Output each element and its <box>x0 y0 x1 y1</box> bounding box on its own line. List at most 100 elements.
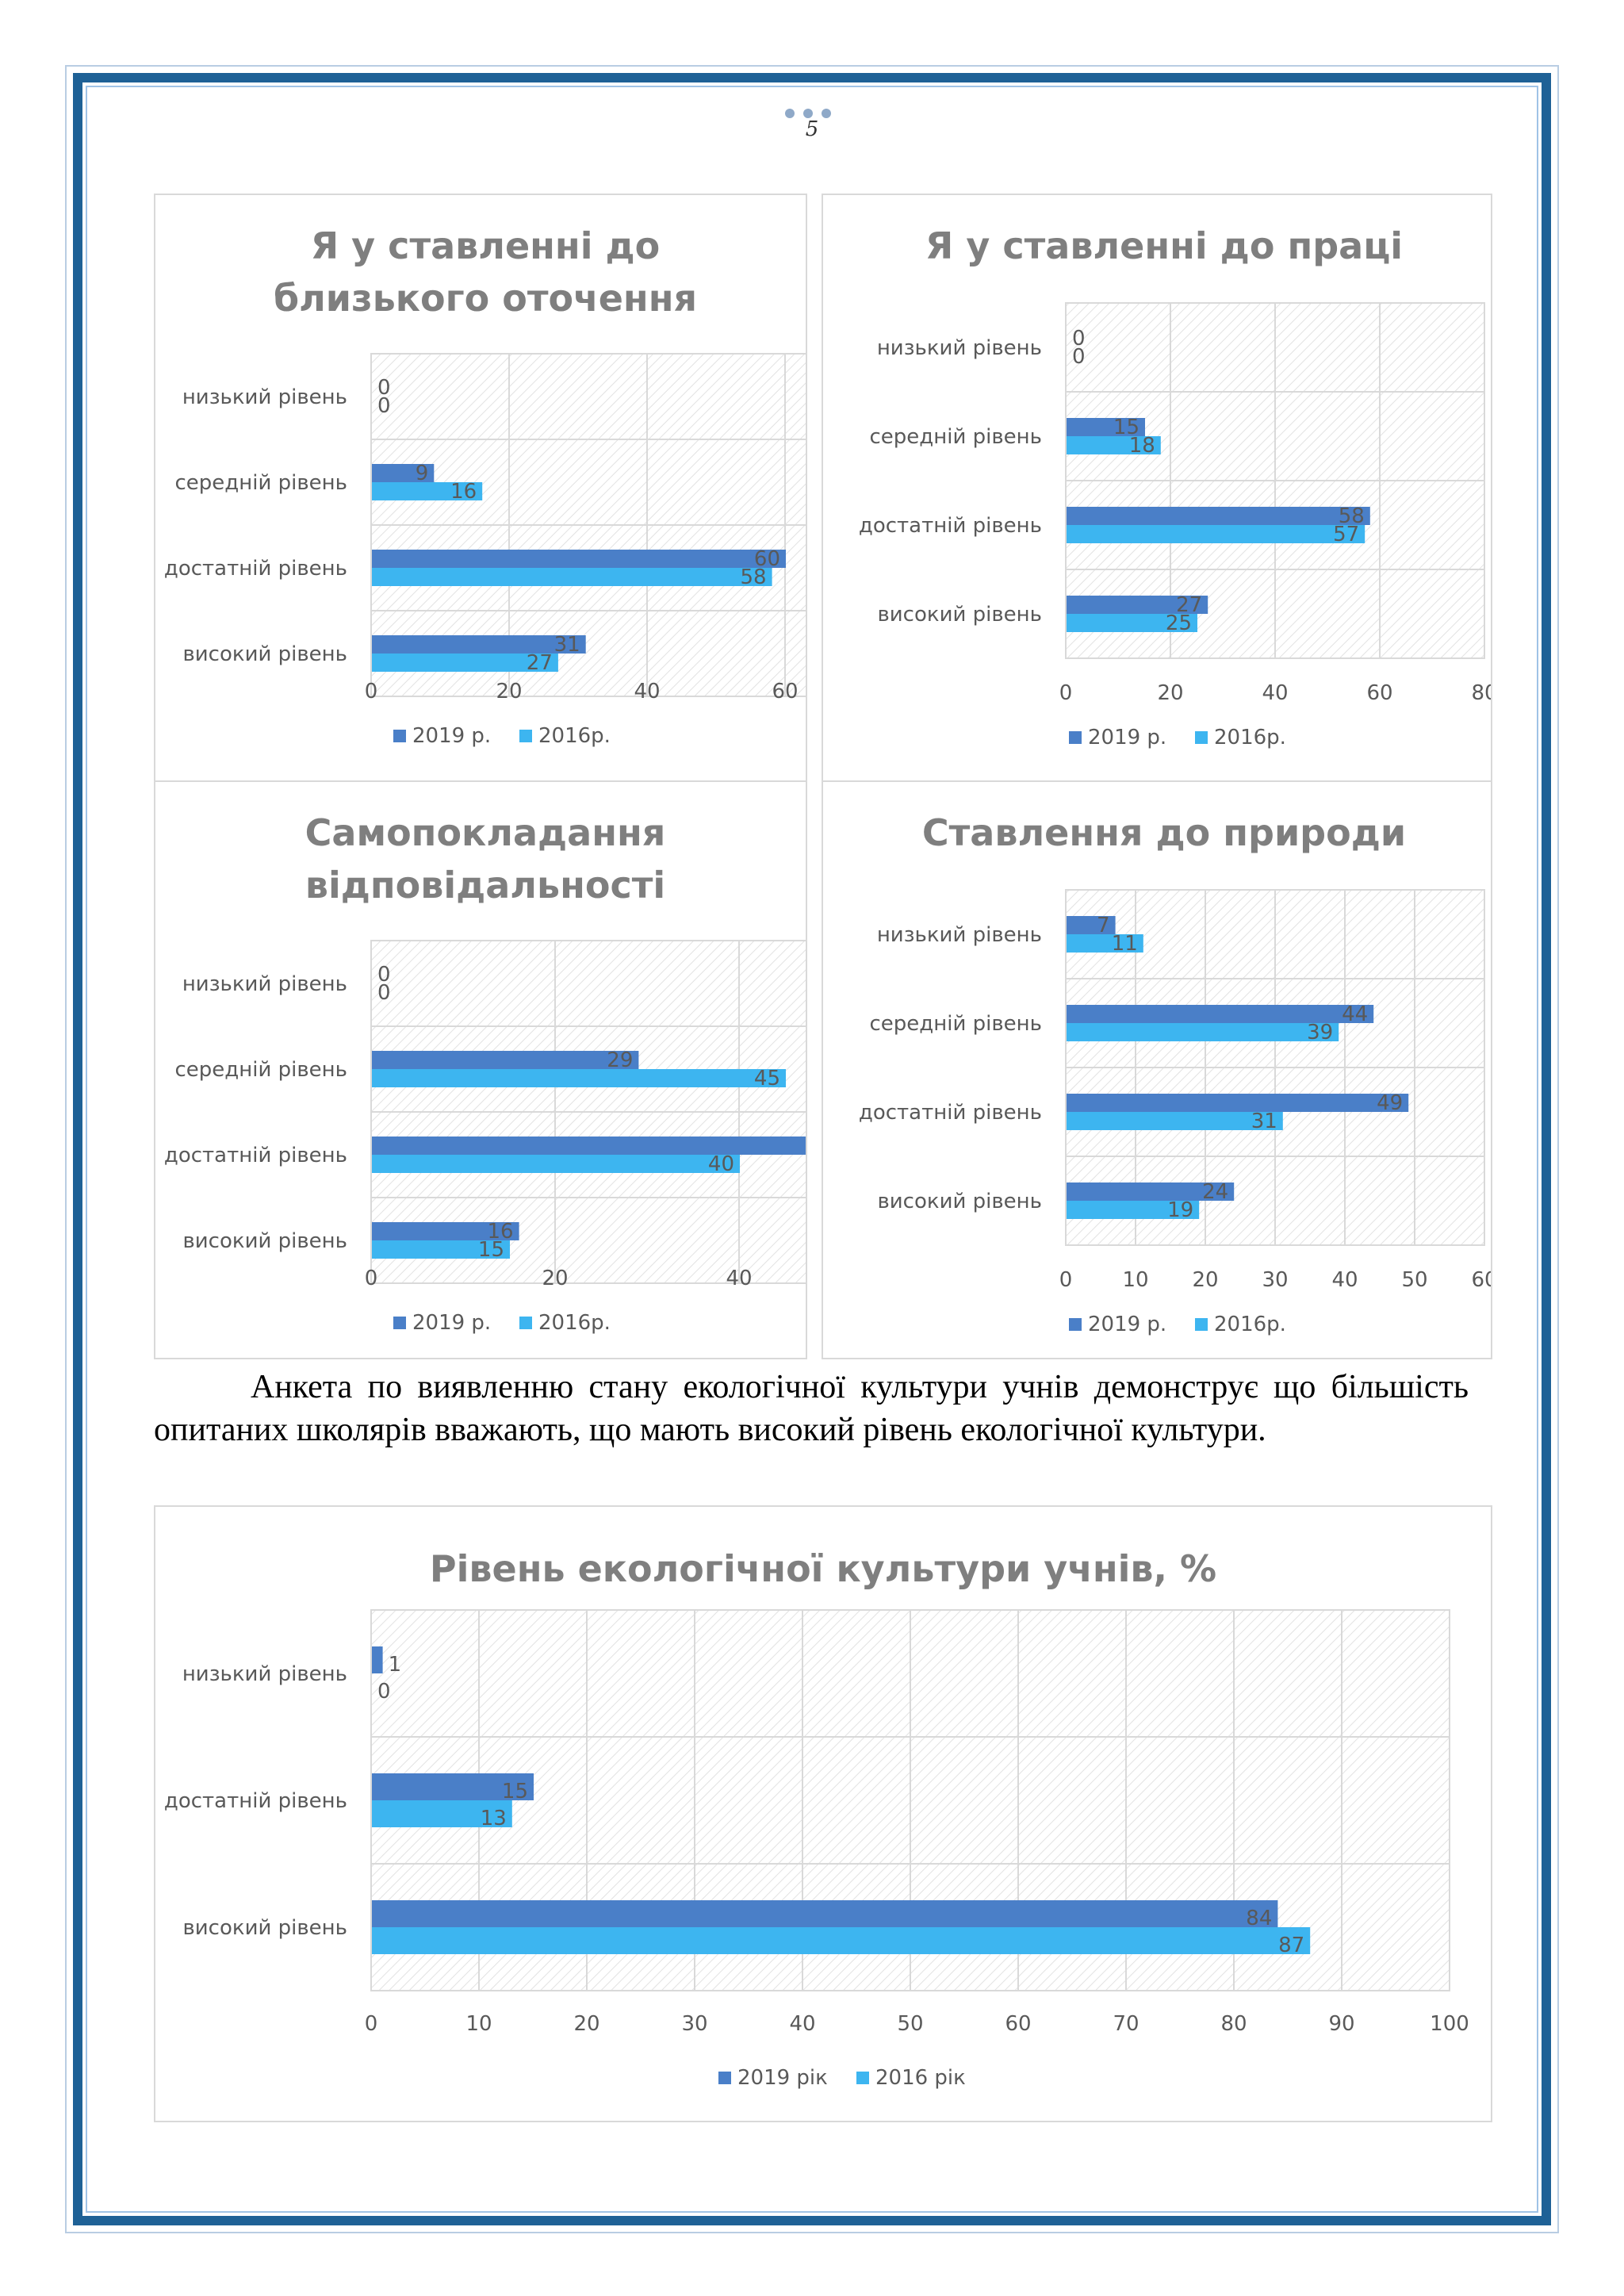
data-label: 0 <box>1072 327 1086 351</box>
bar-series-2 <box>1067 934 1143 953</box>
data-label: 27 <box>1176 593 1202 617</box>
data-label: 15 <box>478 1238 504 1262</box>
category-label: середній рівень <box>869 1012 1042 1036</box>
legend-swatch <box>519 730 532 742</box>
category-label: низький рівень <box>182 1662 347 1686</box>
data-label: 25 <box>1166 611 1192 635</box>
page-number: 5 <box>805 117 819 141</box>
x-tick-label: 20 <box>1157 681 1183 705</box>
chart-title: відповідальності <box>305 864 665 907</box>
data-label: 31 <box>1251 1110 1277 1133</box>
page-border-outer <box>65 65 1559 2233</box>
x-tick-label: 80 <box>1220 2012 1247 2036</box>
x-tick-label: 10 <box>465 2012 492 2036</box>
data-label: 58 <box>1339 504 1365 528</box>
data-label: 7 <box>1097 914 1110 937</box>
legend-label: 2019 р. <box>1088 726 1166 749</box>
chart-nature: Ставлення до природи 0 10 20 30 40 50 60 низький… <box>822 780 1492 1359</box>
data-label: 0 <box>377 963 391 987</box>
category-label: низький рівень <box>182 972 347 996</box>
bar-series-2 <box>1067 436 1161 454</box>
data-label: 18 <box>1129 434 1155 458</box>
data-label: 29 <box>607 1048 633 1072</box>
chart-title: Я у ставленні до <box>311 224 661 267</box>
legend-swatch <box>519 1317 532 1329</box>
bar-series-2 <box>372 1240 510 1259</box>
bar-series-1 <box>1067 596 1208 614</box>
chart-svg: Я у ставленні до близького оточення 0 20 40 6… <box>164 224 806 748</box>
category-label: високий рівень <box>182 642 347 666</box>
data-label: 24 <box>1202 1180 1228 1204</box>
bar-series-1 <box>372 1222 519 1240</box>
bar-series-1 <box>372 1646 383 1673</box>
x-tick-label: 40 <box>634 680 660 703</box>
x-tick-label: 20 <box>496 680 522 703</box>
paragraph-text: Анкета по виявленню стану екологічної ку… <box>154 1369 1469 1448</box>
x-tick-label: 0 <box>365 680 378 703</box>
category-label: високий рівень <box>182 1229 347 1253</box>
category-label: високий рівень <box>877 1190 1042 1213</box>
x-tick-label: 90 <box>1328 2012 1354 2036</box>
data-label: 1 <box>389 1653 402 1677</box>
legend-swatch <box>856 2072 869 2084</box>
data-label: 87 <box>1278 1934 1304 1957</box>
body-paragraph: Анкета по виявленню стану екологічної ку… <box>154 1366 1469 1451</box>
data-label: 31 <box>554 633 580 657</box>
chart-title: Рівень екологічної культури учнів, % <box>430 1547 1216 1590</box>
header-dots <box>785 106 841 118</box>
x-tick-label: 30 <box>681 2012 707 2036</box>
chart-title: близького оточення <box>274 277 697 320</box>
bar-series-1 <box>372 1900 1278 1927</box>
legend-swatch <box>393 730 406 742</box>
data-label: 45 <box>754 1067 780 1091</box>
chart-svg: Самопокладаннявідповідальності0204060низ… <box>164 811 806 1335</box>
data-label: 58 <box>741 565 767 589</box>
page-border-inner <box>86 86 1538 2213</box>
data-label: 57 <box>1333 523 1359 546</box>
bar-series-1 <box>1067 1094 1409 1112</box>
x-tick-label: 0 <box>1059 1268 1073 1292</box>
chart-svg: Я у ставленні до праці 0 20 40 60 80 низький р… <box>859 224 1491 749</box>
x-tick-label: 0 <box>1059 681 1073 705</box>
legend-swatch <box>1069 731 1082 744</box>
bar-series-2 <box>1067 1023 1339 1041</box>
x-tick-label: 10 <box>1122 1268 1148 1292</box>
category-label: достатній рівень <box>859 514 1042 538</box>
chart-svg: Ставлення до природи 0 10 20 30 40 50 60 низький… <box>859 811 1491 1336</box>
x-tick-label: 0 <box>365 2012 378 2036</box>
legend-label: 2019 р. <box>412 1311 491 1335</box>
category-label: достатній рівень <box>164 557 347 581</box>
x-tick-label: 80 <box>1471 681 1491 705</box>
legend-label: 2016р. <box>1214 726 1286 749</box>
legend-label: 2019 р. <box>1088 1313 1166 1336</box>
bar-series-1 <box>372 1137 806 1155</box>
chart-eco-culture: Рівень екологічної культури учнів, % 0 10 2… <box>154 1505 1492 2122</box>
data-label: 27 <box>527 651 553 675</box>
data-label: 40 <box>708 1152 734 1176</box>
data-label: 16 <box>488 1220 514 1244</box>
legend-label: 2016р. <box>538 1311 611 1335</box>
legend-label: 2016 рік <box>875 2066 966 2090</box>
bar-series-1 <box>1067 1182 1235 1201</box>
bar-series-1 <box>372 1051 639 1069</box>
x-tick-label: 100 <box>1430 2012 1469 2036</box>
bar-series-1 <box>1067 1005 1374 1023</box>
x-tick-label: 50 <box>1401 1268 1427 1292</box>
category-label: достатній рівень <box>164 1789 347 1813</box>
chart-title: Ставлення до природи <box>922 811 1406 854</box>
category-label: середній рівень <box>174 471 347 495</box>
bar-series-2 <box>372 482 483 500</box>
x-tick-label: 60 <box>1471 1268 1491 1292</box>
bar-series-1 <box>1067 507 1370 525</box>
legend-swatch <box>1195 1318 1208 1331</box>
category-label: низький рівень <box>877 336 1042 360</box>
x-tick-label: 20 <box>573 2012 599 2036</box>
category-label: високий рівень <box>182 1916 347 1940</box>
x-tick-label: 50 <box>897 2012 923 2036</box>
category-label: достатній рівень <box>859 1101 1042 1125</box>
data-label: 15 <box>502 1780 528 1803</box>
legend-label: 2016р. <box>538 724 611 748</box>
data-label: 60 <box>754 547 780 571</box>
x-tick-label: 20 <box>542 1267 568 1290</box>
category-label: середній рівень <box>174 1058 347 1082</box>
